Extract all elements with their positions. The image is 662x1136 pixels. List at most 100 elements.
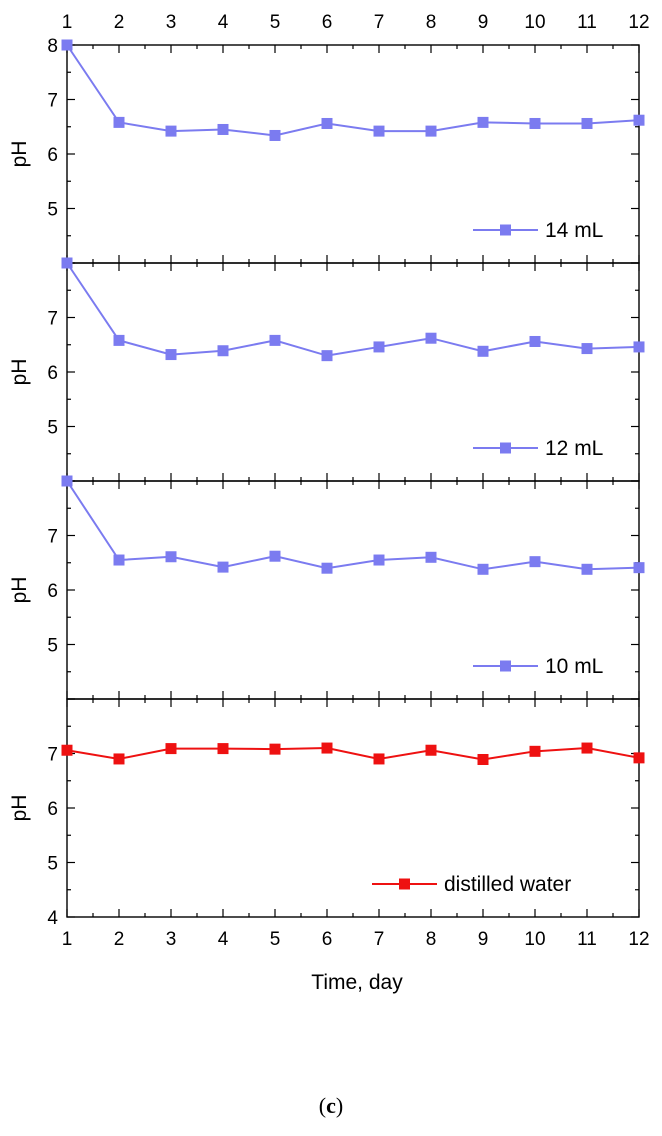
y-tick-label: 7 (47, 91, 58, 112)
x-tick-label-bottom: 11 (577, 929, 597, 950)
legend-marker (500, 660, 511, 672)
x-tick-label-top: 9 (478, 12, 489, 33)
y-tick-label: 6 (47, 799, 58, 820)
legend-label: distilled water (444, 873, 571, 896)
data-point (477, 116, 489, 128)
data-point (321, 350, 333, 362)
y-tick-label: 5 (47, 854, 58, 875)
data-point (269, 129, 281, 141)
data-point (217, 561, 229, 573)
y-tick-label: 7 (47, 309, 58, 330)
x-tick-label-bottom: 6 (322, 929, 333, 950)
y-tick-label: 7 (47, 745, 58, 766)
data-point (633, 752, 645, 764)
y-axis-title: pH (8, 577, 31, 604)
x-tick-label-bottom: 3 (166, 929, 177, 950)
data-point (61, 744, 73, 756)
data-point (269, 550, 281, 562)
series-line (66, 262, 640, 357)
data-point (581, 742, 593, 754)
x-tick-label-bottom: 2 (114, 929, 125, 950)
data-point (321, 117, 333, 129)
data-point (633, 341, 645, 353)
series-line (66, 747, 640, 761)
data-point (425, 125, 437, 137)
y-tick-label: 5 (47, 636, 58, 657)
data-point (217, 743, 229, 755)
data-point (113, 334, 125, 346)
y-tick-label: 5 (47, 200, 58, 221)
data-point (61, 475, 73, 487)
caption-letter: c (326, 1093, 336, 1118)
x-tick-label-bottom: 4 (218, 929, 229, 950)
x-tick-label-bottom: 12 (628, 929, 649, 950)
panel-3: 5 6 7 pH 10 mL (8, 475, 645, 700)
data-point (373, 341, 385, 353)
data-point (61, 257, 73, 269)
data-point (165, 125, 177, 137)
x-tick-label-top: 4 (218, 12, 229, 33)
data-point (165, 743, 177, 755)
data-point (581, 343, 593, 355)
x-tick-label-bottom: 7 (374, 929, 385, 950)
x-tick-label-top: 5 (270, 12, 281, 33)
x-tick-label-top: 11 (577, 12, 597, 33)
y-tick-label: 4 (47, 908, 58, 929)
data-point (373, 125, 385, 137)
panel-1: 5 6 7 8 pH 14 mL (8, 36, 645, 264)
caption-open-paren: ( (319, 1093, 326, 1118)
y-tick-label: 8 (47, 36, 58, 57)
legend-marker (399, 878, 410, 890)
panel-4: 4 5 6 7 pH distilled water (8, 698, 645, 929)
y-axis-title: pH (8, 795, 31, 822)
x-tick-label-top: 10 (524, 12, 545, 33)
data-point (529, 556, 541, 568)
data-point (425, 551, 437, 563)
x-tick-label-bottom: 9 (478, 929, 489, 950)
chart-root: 5 6 7 8 pH 14 mL 5 6 7 pH 12 mL 5 6 7 pH 10 mL 4 5 6 7 pH dis… (8, 12, 650, 950)
x-tick-label-top: 7 (374, 12, 385, 33)
data-point (581, 563, 593, 575)
legend-label: 14 mL (545, 219, 603, 242)
data-point (425, 744, 437, 756)
x-tick-label-top: 2 (114, 12, 125, 33)
data-point (373, 554, 385, 566)
data-point (633, 562, 645, 574)
legend-label: 10 mL (545, 655, 603, 678)
data-point (269, 334, 281, 346)
x-tick-label-bottom: 1 (62, 929, 73, 950)
caption-close-paren: ) (336, 1093, 343, 1118)
x-tick-label-top: 1 (62, 12, 73, 33)
data-point (373, 753, 385, 765)
x-tick-label-top: 12 (628, 12, 649, 33)
panel-2: 5 6 7 pH 12 mL (8, 257, 645, 482)
figure-caption: (c) (319, 1093, 343, 1118)
x-tick-label-top: 3 (166, 12, 177, 33)
data-point (113, 554, 125, 566)
x-tick-label-top: 6 (322, 12, 333, 33)
y-axis-title: pH (8, 141, 31, 168)
data-point (425, 332, 437, 344)
legend-marker (500, 224, 511, 236)
data-point (113, 753, 125, 765)
y-tick-label: 6 (47, 363, 58, 384)
legend-marker (500, 442, 511, 454)
x-tick-label-bottom: 5 (270, 929, 281, 950)
y-tick-label: 6 (47, 145, 58, 166)
x-axis-title: Time, day (311, 971, 403, 994)
x-tick-label-bottom: 8 (426, 929, 437, 950)
series-line (66, 480, 640, 571)
data-point (529, 335, 541, 347)
data-point (529, 745, 541, 757)
data-point (529, 117, 541, 129)
y-tick-label: 6 (47, 581, 58, 602)
data-point (217, 345, 229, 357)
x-tick-label-bottom: 10 (524, 929, 545, 950)
series-line (66, 44, 640, 137)
data-point (113, 116, 125, 128)
legend-label: 12 mL (545, 437, 603, 460)
x-tick-label-top: 8 (426, 12, 437, 33)
data-point (321, 742, 333, 754)
data-point (165, 551, 177, 563)
